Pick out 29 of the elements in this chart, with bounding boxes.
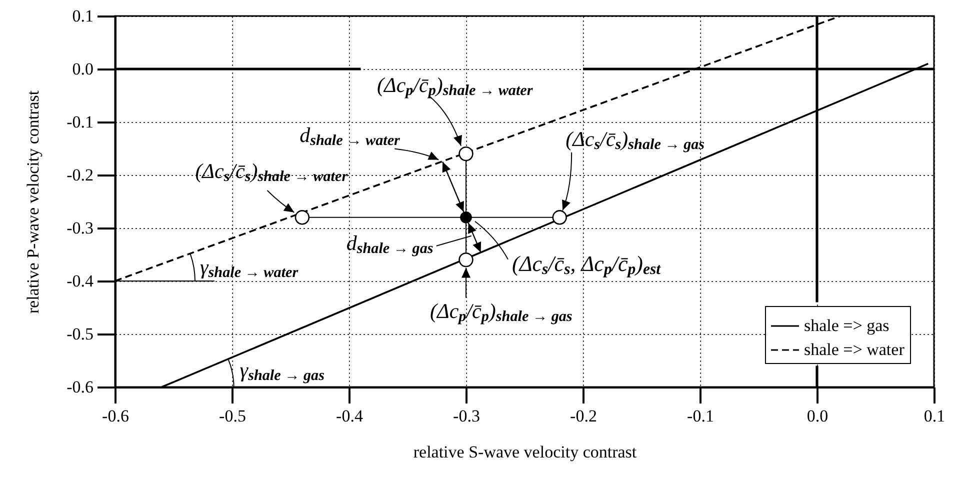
x-tick-label: -0.3: [453, 406, 480, 426]
y-axis-title: relative P-wave velocity contrast: [24, 90, 43, 314]
y-tick-label: -0.1: [66, 112, 94, 132]
x-tick-label: -0.1: [687, 406, 714, 426]
annotation: d$_{shale → gas}$: [346, 230, 434, 257]
annotation: γ$_{shale → water}$: [200, 255, 298, 282]
y-tick-label: 0.1: [72, 6, 94, 26]
y-tick-label: -0.2: [66, 166, 94, 184]
y-tick-label: -0.6: [66, 378, 94, 396]
legend-label: shale => water: [804, 340, 905, 359]
y-tick-label: -0.5: [66, 324, 94, 344]
text: (Δc$_{s}$/c̄$_{s}$, Δc$_{p}$/c̄$_{p}$)$_{est}$: [512, 251, 661, 279]
annotation: (Δc$_{s}$/c̄$_{s}$)$_{shale → water}$: [195, 159, 348, 186]
annotation: d$_{shale → water}$: [300, 122, 400, 149]
x-tick-label: 0.0: [806, 406, 828, 426]
y-tick-label: -0.3: [66, 218, 94, 238]
x-tick-label: 0.1: [924, 406, 946, 426]
x-tick-label: -0.2: [570, 406, 597, 426]
y-tick-label: 0.0: [72, 60, 94, 78]
x-tick-label: -0.5: [219, 406, 246, 426]
x-tick-label: -0.6: [102, 406, 129, 426]
x-axis-title: relative S-wave velocity contrast: [413, 442, 637, 462]
x-tick-label: -0.4: [336, 406, 364, 426]
legend-label: shale => gas: [804, 316, 890, 335]
annotation: (Δc$_{p}$/c̄$_{p}$)$_{shale → gas}$: [430, 298, 572, 325]
y-tick-label: -0.4: [66, 272, 94, 290]
annotation: (Δc$_{s}$/c̄$_{s}$)$_{shale → gas}$: [566, 127, 705, 154]
annotation: (Δc$_{p}$/c̄$_{p}$)$_{shale → water}$: [377, 72, 533, 99]
annotation: γ$_{shale → gas}$: [240, 358, 324, 384]
